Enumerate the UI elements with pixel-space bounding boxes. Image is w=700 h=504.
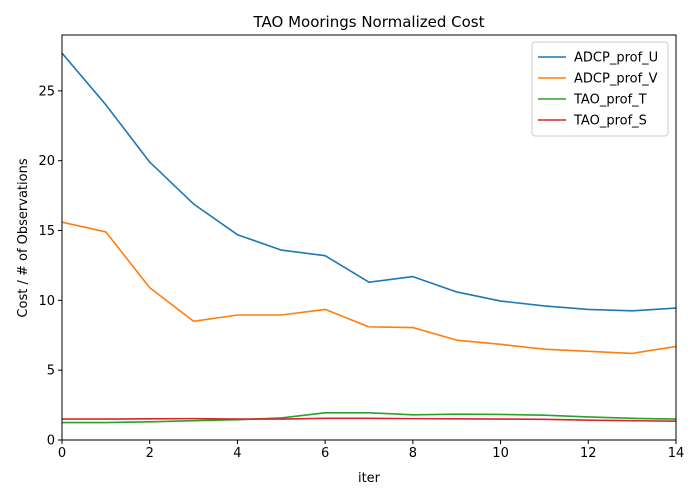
legend-label: TAO_prof_T	[573, 93, 647, 108]
y-tick-label: 20	[38, 154, 55, 169]
series-line-adcp-prof-v	[62, 221, 676, 355]
series-line-adcp-prof-u	[62, 52, 676, 312]
chart-title: TAO Moorings Normalized Cost	[253, 13, 485, 31]
legend-label: ADCP_prof_U	[574, 51, 658, 66]
x-tick-label: 14	[668, 446, 685, 461]
x-tick-label: 0	[58, 446, 66, 461]
y-tick-label: 10	[38, 294, 55, 309]
x-tick-label: 4	[233, 446, 241, 461]
legend-box	[531, 41, 669, 137]
plot-frame	[61, 34, 677, 441]
plot-area	[62, 52, 676, 424]
y-tick-label: 5	[47, 364, 55, 379]
x-tick-label: 8	[409, 446, 417, 461]
x-tick-label: 12	[580, 446, 597, 461]
x-tick-label: 2	[146, 446, 154, 461]
y-tick-label: 0	[47, 434, 55, 449]
x-axis-label: iter	[358, 471, 381, 486]
legend-label: TAO_prof_S	[573, 114, 647, 129]
y-tick-label: 25	[38, 84, 55, 99]
y-axis: 0 5 10 15 20 25	[38, 84, 62, 449]
y-axis-label: Cost / # of Observations	[16, 158, 31, 317]
x-tick-label: 6	[321, 446, 329, 461]
legend: ADCP_prof_U ADCP_prof_V TAO_prof_T TAO_prof…	[531, 41, 669, 137]
series-layer	[62, 52, 676, 424]
series-line-tao-prof-s	[62, 417, 676, 422]
series-line-tao-prof-t	[62, 411, 676, 424]
legend-label: ADCP_prof_V	[574, 72, 658, 87]
x-tick-label: 10	[492, 446, 509, 461]
y-tick-label: 15	[38, 224, 55, 239]
x-axis: 0 2 4 6 8 10 12 14	[58, 440, 684, 461]
